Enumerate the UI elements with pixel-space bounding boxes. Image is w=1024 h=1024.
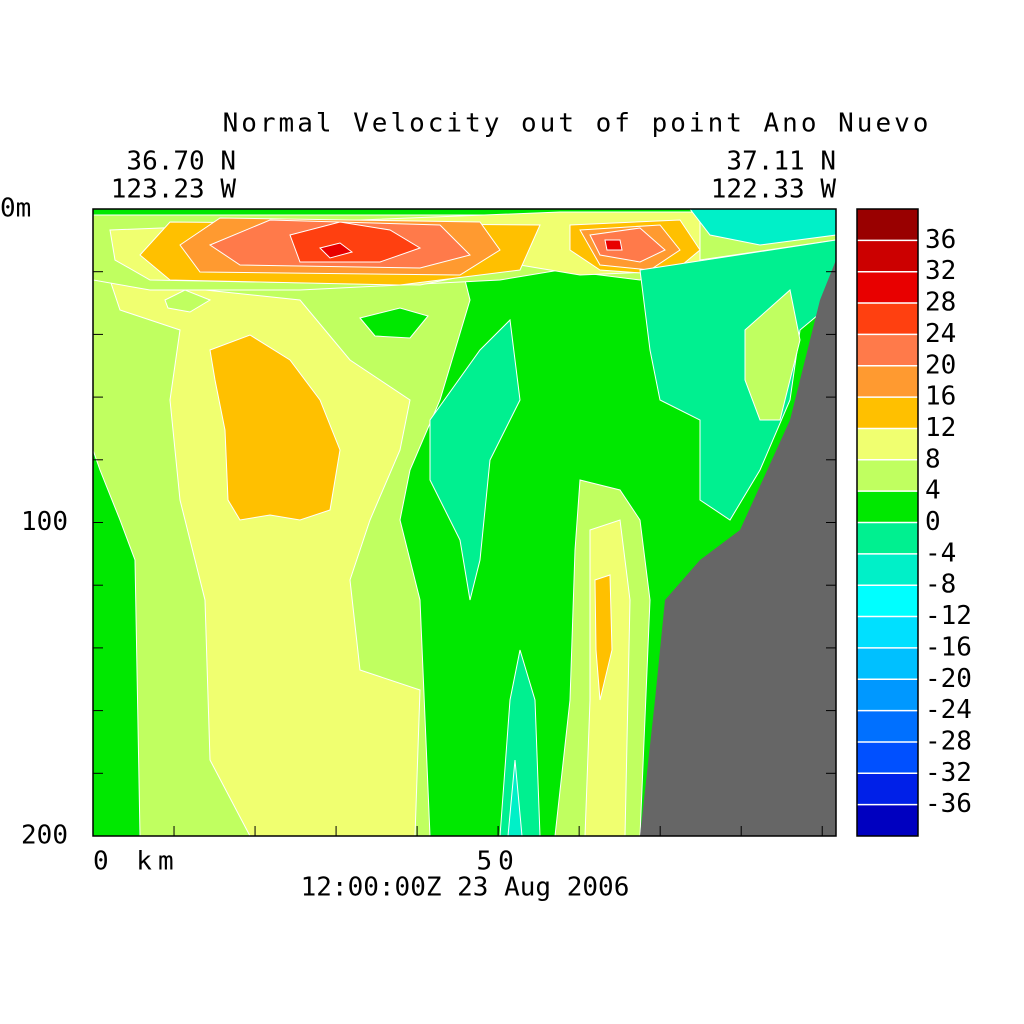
colorbar-box bbox=[857, 209, 918, 241]
colorbar-box bbox=[857, 459, 918, 492]
colorbar-box bbox=[857, 303, 918, 335]
contour-band bbox=[209, 334, 341, 521]
left-lon: 123.23 W bbox=[111, 175, 237, 205]
colorbar-label: -32 bbox=[925, 758, 972, 788]
contour-band bbox=[584, 519, 631, 837]
colorbar-box bbox=[857, 710, 918, 742]
contour-band bbox=[589, 227, 666, 263]
colorbar-box bbox=[857, 553, 918, 586]
left-lat: 36.70 N bbox=[126, 147, 236, 177]
colorbar-label: -24 bbox=[925, 695, 972, 725]
colorbar-box bbox=[857, 334, 918, 366]
colorbar-box bbox=[857, 616, 918, 648]
colorbar-label: -20 bbox=[925, 664, 972, 694]
contour-band bbox=[319, 242, 354, 259]
colorbar-label: -28 bbox=[925, 726, 972, 756]
y-tick-label: 100 bbox=[21, 507, 68, 537]
colorbar-label: -4 bbox=[925, 538, 956, 568]
colorbar-label: -12 bbox=[925, 601, 972, 631]
colorbar-label: 20 bbox=[925, 350, 956, 380]
colorbar-frame bbox=[856, 208, 919, 837]
colorbar-label: 28 bbox=[925, 288, 956, 318]
colorbar-box bbox=[857, 679, 918, 711]
y-tick-label: 0m bbox=[0, 194, 31, 224]
colorbar-box bbox=[857, 240, 918, 272]
x-tick-label: 50 bbox=[476, 847, 519, 877]
colorbar-label: -16 bbox=[925, 632, 972, 662]
colorbar-box bbox=[857, 804, 918, 836]
colorbar-box bbox=[857, 741, 918, 774]
y-tick-label: 200 bbox=[21, 821, 68, 851]
colorbar-label: 0 bbox=[925, 507, 941, 537]
right-lon: 122.33 W bbox=[711, 175, 837, 205]
contour-band bbox=[744, 289, 801, 421]
chart-title: Normal Velocity out of point Ano Nuevo bbox=[223, 109, 932, 139]
colorbar-label: 24 bbox=[925, 319, 956, 349]
contour-band bbox=[289, 221, 422, 263]
colorbar-label: -36 bbox=[925, 789, 972, 819]
colorbar-label: 4 bbox=[925, 476, 941, 506]
contour-band bbox=[109, 279, 421, 837]
colorbar-box bbox=[857, 428, 918, 460]
time-label: 12:00:00Z 23 Aug 2006 bbox=[301, 873, 630, 903]
colorbar-box bbox=[857, 585, 918, 617]
contour-band bbox=[604, 239, 623, 251]
right-lat: 37.11 N bbox=[726, 147, 836, 177]
colorbar-label: 8 bbox=[925, 444, 941, 474]
contour-band bbox=[164, 289, 212, 313]
colorbar-label: 12 bbox=[925, 413, 956, 443]
colorbar-label: 36 bbox=[925, 225, 956, 255]
colorbar-label: 32 bbox=[925, 256, 956, 286]
colorbar-box bbox=[857, 397, 918, 429]
colorbar-box bbox=[857, 773, 918, 805]
colorbar-box bbox=[857, 365, 918, 398]
contour-field bbox=[92, 208, 837, 837]
colorbar-box bbox=[857, 491, 918, 523]
colorbar-label: 16 bbox=[925, 382, 956, 412]
land-mask bbox=[640, 260, 836, 836]
colorbar-box bbox=[857, 522, 918, 554]
colorbar-box bbox=[857, 647, 918, 680]
contour-band bbox=[594, 574, 613, 701]
colorbar-label: -8 bbox=[925, 570, 956, 600]
contour-band bbox=[429, 318, 521, 601]
contour-band bbox=[359, 307, 429, 339]
colorbar-box bbox=[857, 271, 918, 304]
x-tick-label: 0 km bbox=[93, 847, 180, 877]
